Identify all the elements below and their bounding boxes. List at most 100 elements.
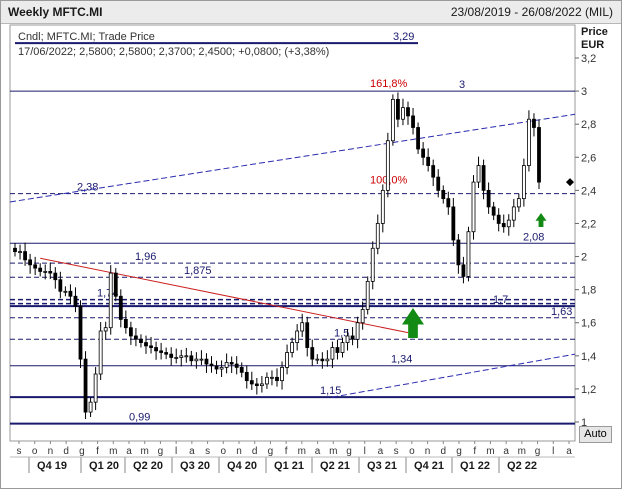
candle-body xyxy=(426,156,431,166)
month-label: a xyxy=(503,446,509,457)
candle-body xyxy=(486,189,491,208)
candle-body xyxy=(390,98,395,142)
candle-body xyxy=(350,335,355,340)
candle-body xyxy=(365,280,370,310)
candle-body xyxy=(199,358,204,361)
level-label: 0,99 xyxy=(129,412,150,424)
quarter-label: Q1 21 xyxy=(274,460,304,472)
month-label: o xyxy=(409,446,415,457)
candle-body xyxy=(310,347,315,360)
candle-body xyxy=(48,271,53,274)
candle-body xyxy=(370,247,375,282)
month-label: m xyxy=(141,446,149,457)
candle-body xyxy=(451,206,456,241)
month-label: l xyxy=(175,446,177,457)
level-label: 3 xyxy=(459,79,465,91)
month-label: d xyxy=(441,446,447,457)
quarter-label: Q2 22 xyxy=(507,460,537,472)
month-label: f xyxy=(285,446,288,457)
candle-body xyxy=(416,127,420,150)
candle-body xyxy=(325,358,330,362)
candle-body xyxy=(33,264,38,269)
month-label: s xyxy=(394,446,399,457)
candle-body xyxy=(411,115,415,128)
candle-body xyxy=(229,362,234,365)
candle-body xyxy=(204,358,209,365)
candle-body xyxy=(189,355,194,362)
candle-body xyxy=(537,127,541,183)
candle-body xyxy=(481,165,486,191)
y-tick-label: 2 xyxy=(581,252,587,264)
month-label: o xyxy=(32,446,38,457)
month-label: a xyxy=(566,446,572,457)
candle-body xyxy=(355,322,360,340)
month-label: m xyxy=(486,446,494,457)
candle-body xyxy=(28,259,33,266)
candle-body xyxy=(98,330,103,375)
y-tick-label: 2,6 xyxy=(581,152,596,164)
candle-body xyxy=(113,272,118,297)
candle-body xyxy=(108,272,113,329)
fib-label: 161,8% xyxy=(370,78,408,90)
chart-title: Weekly MFTC.MI xyxy=(8,5,103,19)
candle-body xyxy=(159,350,164,353)
quarter-label: Q4 20 xyxy=(227,460,257,472)
month-label: n xyxy=(425,446,431,457)
candle-body xyxy=(179,355,184,358)
candle-body xyxy=(18,251,22,253)
y-tick-label: 3,2 xyxy=(581,53,596,65)
candle-body xyxy=(335,347,340,353)
plot-area xyxy=(9,24,576,442)
candle-body xyxy=(68,290,73,297)
candle-body xyxy=(63,290,68,293)
candle-body xyxy=(385,140,390,191)
candle-body xyxy=(118,295,123,320)
candle-body xyxy=(83,358,88,413)
y-tick-label: 2,2 xyxy=(581,218,596,230)
candle-body xyxy=(214,365,219,370)
candle-body xyxy=(13,247,17,252)
candle-body xyxy=(396,98,400,120)
candle-body xyxy=(58,279,63,292)
month-label: g xyxy=(346,446,352,457)
red-trendline xyxy=(40,257,409,334)
month-label: g xyxy=(79,446,85,457)
candle-body xyxy=(511,206,516,221)
candle-body xyxy=(375,223,380,249)
candle-body xyxy=(521,165,526,200)
auto-scale-button[interactable]: Auto xyxy=(579,426,612,443)
candle-body xyxy=(275,376,279,382)
candle-body xyxy=(139,338,143,343)
candle-body xyxy=(265,376,269,385)
candle-body xyxy=(128,327,133,337)
y-tick-label: 3 xyxy=(581,86,587,98)
candle-body xyxy=(144,342,148,347)
candle-body xyxy=(194,358,199,362)
candle-body xyxy=(154,347,158,352)
level-label: 2,38 xyxy=(77,182,98,194)
month-label: g xyxy=(158,446,164,457)
level-label: 1,15 xyxy=(320,385,341,397)
candle-body xyxy=(285,352,289,368)
candle-body xyxy=(436,176,441,191)
candle-body xyxy=(123,319,128,329)
axis-title: Price xyxy=(581,26,608,38)
candle-body xyxy=(38,267,43,272)
candle-body xyxy=(270,376,274,379)
candle-body xyxy=(103,327,108,332)
month-label: m xyxy=(298,446,306,457)
candle-body xyxy=(169,353,174,358)
month-label: m xyxy=(518,446,526,457)
candle-body xyxy=(305,322,310,348)
candle-body xyxy=(527,118,531,166)
quarter-label: Q1 20 xyxy=(89,460,119,472)
month-label: a xyxy=(189,446,195,457)
month-label: g xyxy=(535,446,541,457)
month-label: s xyxy=(205,446,210,457)
candle-body xyxy=(380,189,385,224)
candle-body xyxy=(23,251,27,261)
y-tick-label: 1,6 xyxy=(581,318,596,330)
month-label: g xyxy=(456,446,462,457)
